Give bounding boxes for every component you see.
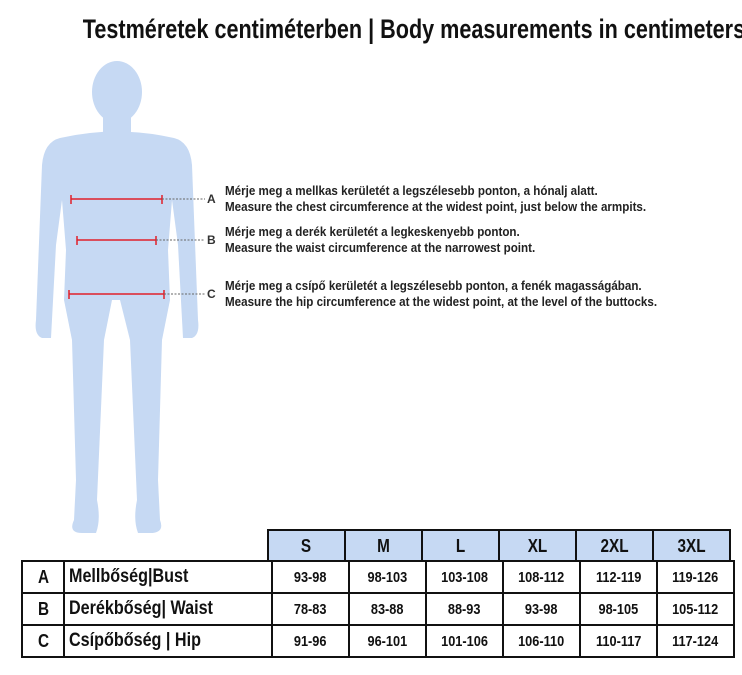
note-chest: Mérje meg a mellkas kerületét a legszéle…	[225, 183, 704, 215]
table-cell: 78-83	[271, 592, 350, 626]
marker-letter-b: B	[207, 233, 216, 247]
table-cell: 112-119	[579, 560, 658, 594]
note-en: Measure the waist circumference at the n…	[225, 240, 536, 255]
size-header: S M L XL 2XL 3XL	[267, 529, 731, 564]
marker-letter-a: A	[207, 192, 216, 206]
page-title: Testméretek centiméterben | Body measure…	[82, 14, 742, 44]
table-cell: 106-110	[502, 624, 581, 658]
row-letter: B	[21, 592, 65, 626]
size-table: A Mellbőség|Bust 93-98 98-103 103-108 108-112…	[21, 560, 735, 658]
table-cell: 93-98	[502, 592, 581, 626]
size-header-cell: 2XL	[575, 529, 654, 564]
size-header-cell: S	[267, 529, 346, 564]
size-header-cell: L	[421, 529, 500, 564]
table-cell: 98-103	[348, 560, 427, 594]
row-label: Csípőbőség | Hip	[63, 624, 273, 658]
table-cell: 96-101	[348, 624, 427, 658]
table-cell: 110-117	[579, 624, 658, 658]
size-header-cell: M	[344, 529, 423, 564]
note-hu: Mérje meg a csípő kerületét a legszélese…	[225, 278, 642, 293]
table-row: B Derékbőség| Waist 78-83 83-88 88-93 93-98 98…	[21, 592, 735, 626]
size-header-cell: 3XL	[652, 529, 731, 564]
note-waist: Mérje meg a derék kerületét a legkeskeny…	[225, 224, 578, 256]
marker-letter-c: C	[207, 287, 216, 301]
note-hip: Mérje meg a csípő kerületét a legszélese…	[225, 278, 716, 310]
table-cell: 98-105	[579, 592, 658, 626]
row-label: Mellbőség|Bust	[63, 560, 273, 594]
note-hu: Mérje meg a derék kerületét a legkeskeny…	[225, 224, 520, 239]
table-cell: 119-126	[656, 560, 735, 594]
row-letter: C	[21, 624, 65, 658]
note-en: Measure the chest circumference at the w…	[225, 199, 647, 214]
row-letter: A	[21, 560, 65, 594]
table-cell: 101-106	[425, 624, 504, 658]
table-row: A Mellbőség|Bust 93-98 98-103 103-108 108-112…	[21, 560, 735, 594]
table-cell: 83-88	[348, 592, 427, 626]
note-en: Measure the hip circumference at the wid…	[225, 294, 658, 309]
table-cell: 88-93	[425, 592, 504, 626]
table-cell: 93-98	[271, 560, 350, 594]
table-cell: 108-112	[502, 560, 581, 594]
row-label: Derékbőség| Waist	[63, 592, 273, 626]
note-hu: Mérje meg a mellkas kerületét a legszéle…	[225, 183, 598, 198]
table-cell: 103-108	[425, 560, 504, 594]
size-header-cell: XL	[498, 529, 577, 564]
table-cell: 91-96	[271, 624, 350, 658]
table-cell: 117-124	[656, 624, 735, 658]
table-row: C Csípőbőség | Hip 91-96 96-101 101-106 106-1…	[21, 624, 735, 658]
table-cell: 105-112	[656, 592, 735, 626]
